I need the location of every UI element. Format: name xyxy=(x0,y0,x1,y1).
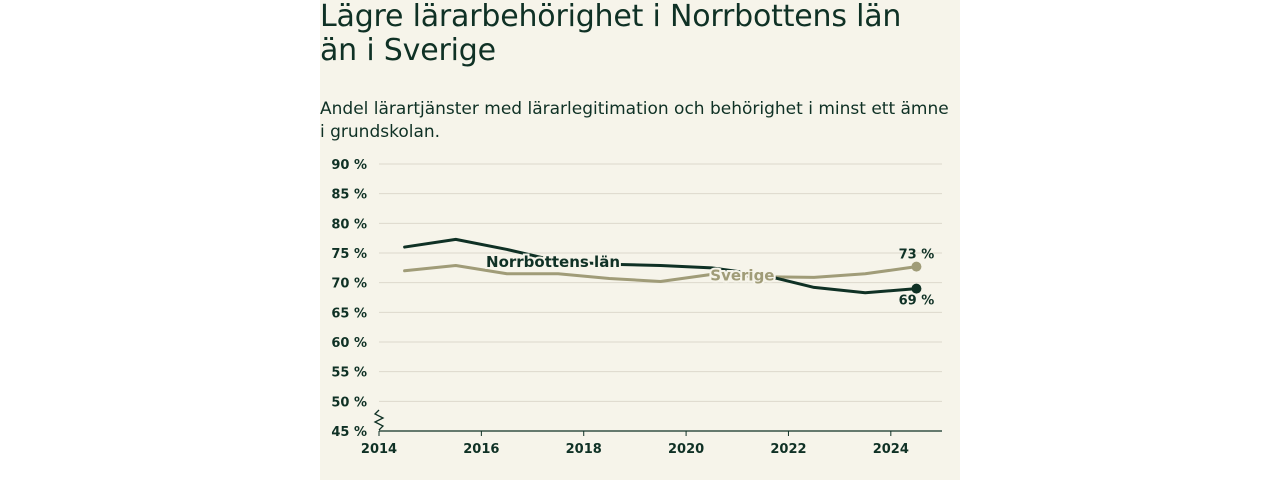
x-tick-label: 2014 xyxy=(361,442,397,457)
y-tick-label: 55 % xyxy=(331,366,367,381)
line-chart: 45 % 50 % 55 % 60 % 65 % 70 % 75 % 80 % 85 % 90 %… xyxy=(331,158,942,457)
y-tick-label: 90 % xyxy=(331,158,367,173)
x-tick-label: 2016 xyxy=(463,442,499,457)
y-tick-label: 60 % xyxy=(331,336,367,351)
series-label-sverige: Sverige xyxy=(710,267,774,285)
y-tick-label: 45 % xyxy=(331,425,367,440)
end-value-label: 69 % xyxy=(899,294,935,309)
y-tick-label: 75 % xyxy=(331,247,367,262)
x-tick-label: 2020 xyxy=(668,442,704,457)
y-tick-label: 80 % xyxy=(331,217,367,232)
chart-subtitle: Andel lärartjänster med lärarlegitimatio… xyxy=(320,99,949,142)
x-tick-label: 2018 xyxy=(566,442,602,457)
y-tick-label: 50 % xyxy=(331,395,367,410)
y-tick-label: 85 % xyxy=(331,188,367,203)
y-tick-label: 65 % xyxy=(331,306,367,321)
axis-break-icon xyxy=(373,409,385,431)
chart-title: Lägre lärarbehörighet i Norrbottens län … xyxy=(320,0,902,68)
y-tick-label: 70 % xyxy=(331,277,367,292)
series-label-norrbotten: Norrbottens län xyxy=(486,253,620,271)
x-tick-label: 2024 xyxy=(873,442,909,457)
end-value-label: 73 % xyxy=(899,248,935,263)
series-line-sverige xyxy=(403,263,918,283)
chart-panel: Lägre lärarbehörighet i Norrbottens län … xyxy=(320,0,960,480)
x-tick-label: 2022 xyxy=(770,442,806,457)
end-point-norrbotten xyxy=(911,283,922,294)
end-point-sverige xyxy=(911,261,922,272)
series-line-norrbotten xyxy=(403,237,918,295)
